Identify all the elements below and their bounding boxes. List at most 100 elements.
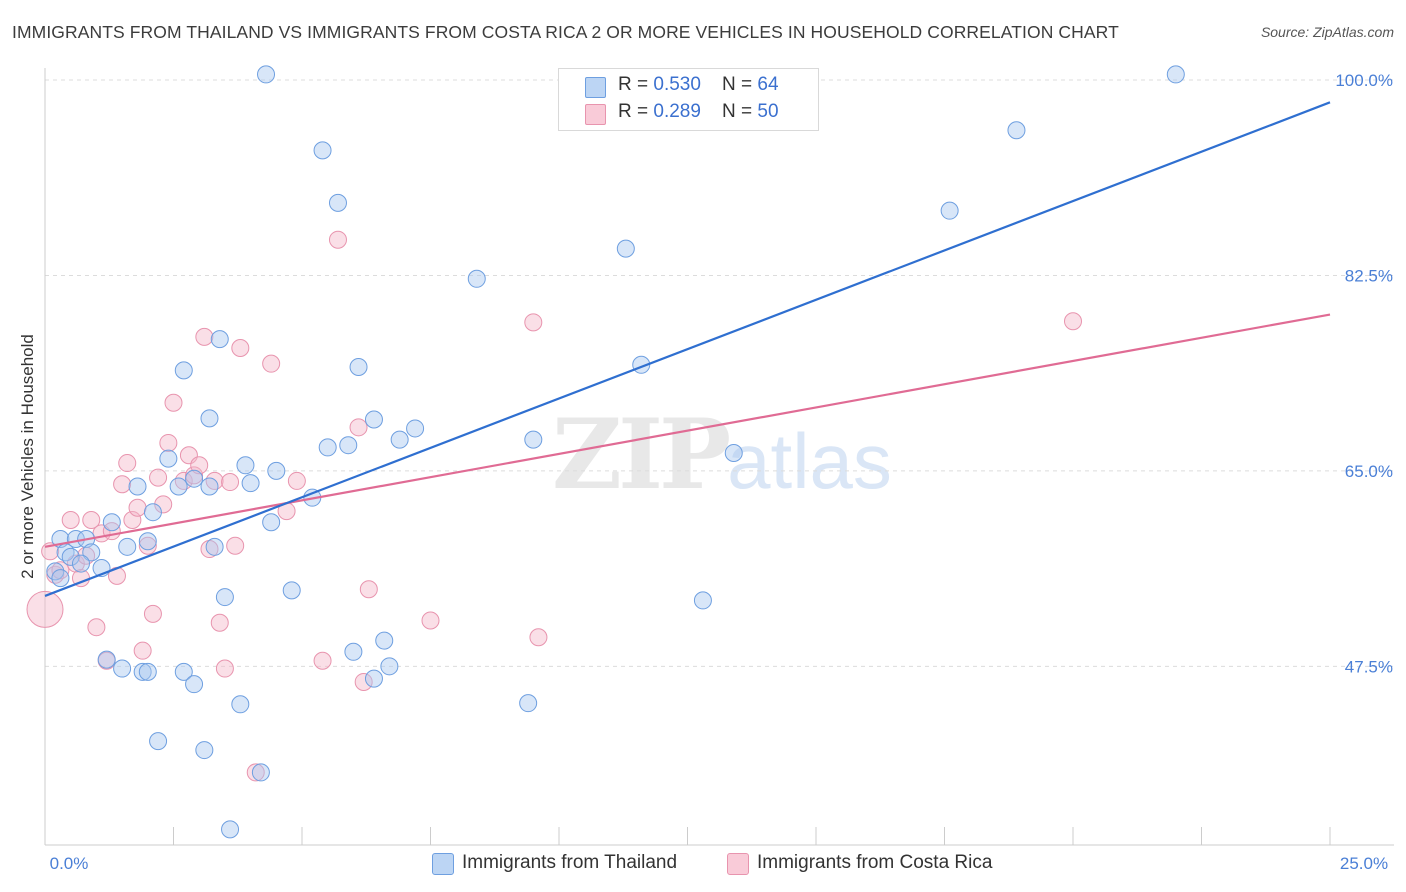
source-credit: Source: ZipAtlas.com xyxy=(1260,24,1394,40)
costa-rica-point xyxy=(359,580,378,599)
costa-rica-label: Immigrants from Costa Rica xyxy=(757,852,993,873)
r-label: R = xyxy=(618,74,654,95)
thailand-point xyxy=(185,469,204,488)
chart-title: IMMIGRANTS FROM THAILAND VS IMMIGRANTS F… xyxy=(12,22,1119,42)
n-label: N = xyxy=(722,74,758,95)
costa-rica-point xyxy=(1064,312,1082,331)
costa-rica-point xyxy=(210,613,229,632)
thailand-point xyxy=(364,410,383,429)
correlation-legend: R = 0.530 N = 64 R = 0.289 N = 50 xyxy=(558,68,819,131)
thailand-point xyxy=(221,820,240,839)
thailand-point xyxy=(113,659,132,678)
costa-rica-points xyxy=(26,230,1082,782)
thailand-point xyxy=(174,662,193,681)
thailand-point xyxy=(236,456,255,475)
thailand-point xyxy=(282,581,301,600)
thailand-points xyxy=(46,65,1185,839)
costa-rica-point xyxy=(529,628,548,647)
thailand-point xyxy=(200,477,219,496)
thailand-point xyxy=(185,675,204,694)
thailand-point xyxy=(138,532,157,551)
thailand-point xyxy=(1007,121,1026,140)
thailand-point xyxy=(406,419,425,438)
costa-rica-point xyxy=(262,354,281,373)
costa-rica-point xyxy=(82,511,101,530)
costa-rica-point xyxy=(113,475,132,494)
costa-rica-point xyxy=(354,672,373,691)
thailand-point xyxy=(128,477,147,496)
costa-rica-point xyxy=(87,618,106,637)
y-tick-label: 82.5% xyxy=(1345,266,1393,285)
costa-rica-swatch xyxy=(585,104,606,125)
costa-rica-point xyxy=(421,611,440,630)
watermark-zip: ZIP xyxy=(552,398,731,511)
thailand-point xyxy=(205,537,224,556)
thailand-point xyxy=(344,642,363,661)
costa-rica-point xyxy=(205,471,224,490)
y-tick-label: 65.0% xyxy=(1345,462,1393,481)
thailand-point xyxy=(231,695,250,714)
thailand-point xyxy=(380,657,399,676)
costa-rica-point xyxy=(226,536,245,555)
thailand-point xyxy=(195,741,214,760)
thailand-point xyxy=(262,513,281,532)
costa-rica-point xyxy=(133,641,152,660)
thailand-point xyxy=(241,474,260,493)
costa-rica-point xyxy=(215,659,234,678)
r-label: R = xyxy=(618,101,654,122)
thailand-point xyxy=(313,141,332,160)
costa-rica-point xyxy=(128,498,147,517)
thailand-point xyxy=(693,591,712,610)
thailand-point xyxy=(251,763,270,782)
costa-rica-point xyxy=(231,339,250,358)
thailand-point xyxy=(390,430,409,449)
thailand-point xyxy=(159,449,178,468)
thailand-point xyxy=(169,477,188,496)
thailand-point xyxy=(143,503,162,522)
thailand-point xyxy=(149,732,168,751)
costa-rica-swatch xyxy=(727,853,749,875)
n-value-thailand: 64 xyxy=(757,74,779,95)
thailand-point xyxy=(318,438,337,457)
thailand-point xyxy=(328,193,347,212)
thailand-point xyxy=(616,239,635,258)
costa-rica-point xyxy=(313,651,332,670)
thailand-point xyxy=(174,361,193,380)
zipatlas-watermark: ZIPatlas xyxy=(552,398,892,511)
thailand-point xyxy=(375,631,394,650)
costa-rica-point xyxy=(221,473,240,492)
thailand-point xyxy=(200,409,219,428)
costa-rica-trend-line xyxy=(44,313,1331,548)
axis-labels: 47.5% 65.0% 82.5% 100.0% 0.0% 25.0% 2 or more … xyxy=(18,71,1393,873)
thailand-point xyxy=(51,569,70,588)
thailand-point xyxy=(133,662,152,681)
trend-lines xyxy=(44,101,1331,597)
n-label: N = xyxy=(722,101,758,122)
thailand-point xyxy=(71,554,90,573)
thailand-point xyxy=(519,694,538,713)
thailand-point xyxy=(724,444,743,463)
thailand-point xyxy=(267,461,286,480)
n-value-costa-rica: 50 xyxy=(757,101,779,122)
x-tick-label: 0.0% xyxy=(50,854,89,873)
costa-rica-point xyxy=(246,763,265,782)
costa-rica-point xyxy=(287,471,306,490)
thailand-point xyxy=(349,358,368,377)
thailand-point xyxy=(257,65,276,84)
costa-rica-point xyxy=(349,418,368,437)
thailand-point xyxy=(61,547,80,566)
thailand-point xyxy=(364,669,383,688)
thailand-point xyxy=(524,430,543,449)
gridlines xyxy=(45,79,1394,667)
costa-rica-point xyxy=(149,468,168,487)
costa-rica-point xyxy=(195,327,214,346)
thailand-point xyxy=(138,662,157,681)
costa-rica-point xyxy=(159,433,178,452)
thailand-swatch xyxy=(432,853,454,875)
thailand-point xyxy=(940,201,959,220)
costa-rica-point xyxy=(118,454,137,473)
thailand-point xyxy=(1166,65,1185,84)
y-axis-label: 2 or more Vehicles in Household xyxy=(18,334,37,579)
costa-rica-point xyxy=(328,230,347,249)
